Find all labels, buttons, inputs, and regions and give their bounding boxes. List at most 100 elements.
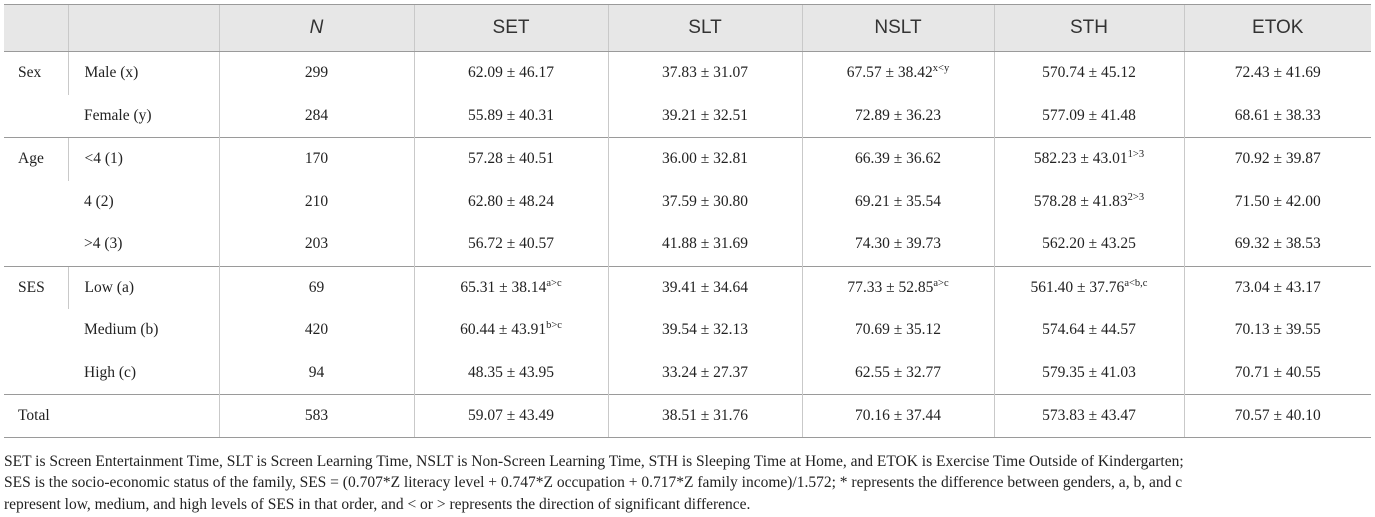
value-cell-text: 574.64 ± 44.57 <box>1042 321 1136 339</box>
n-cell-text: 203 <box>304 235 329 253</box>
value-cell: 70.71 ± 40.55 <box>1183 351 1371 395</box>
subgroup-label-text: Medium (b) <box>84 321 159 339</box>
table-body: Sex Male (x) 299 62.09 ± 46.17 37.83 ± 31.07… <box>4 51 1371 438</box>
value-cell: 65.31 ± 38.14a>c <box>413 265 608 309</box>
value-cell-text: 77.33 ± 52.85 <box>847 278 934 296</box>
value-cell: 77.33 ± 52.85a>c <box>801 265 994 309</box>
value-cell: 39.54 ± 32.13 <box>607 309 802 352</box>
subgroup-label-text: Female (y) <box>84 106 152 124</box>
value-cell: 73.04 ± 43.17 <box>1183 265 1371 309</box>
value-cell: 70.57 ± 40.10 <box>1183 394 1371 438</box>
n-cell-text: 69 <box>308 278 325 296</box>
value-cell-text: 577.09 ± 41.48 <box>1042 106 1136 124</box>
n-cell-text: 420 <box>304 321 329 339</box>
value-cell-text: 37.59 ± 30.80 <box>661 192 748 210</box>
significance-marker: b>c <box>546 320 562 332</box>
value-cell: 70.92 ± 39.87 <box>1183 137 1371 181</box>
value-cell: 577.09 ± 41.48 <box>993 94 1184 138</box>
n-cell-text: 299 <box>304 64 329 82</box>
subgroup-label-text: High (c) <box>84 363 137 381</box>
n-cell-text: 170 <box>304 150 329 168</box>
value-cell: 37.59 ± 30.80 <box>607 180 802 223</box>
value-cell-text: 70.16 ± 37.44 <box>854 407 941 424</box>
value-cell: 71.50 ± 42.00 <box>1183 180 1371 223</box>
n-cell-text: 210 <box>304 192 329 210</box>
value-cell-text: 73.04 ± 43.17 <box>1234 278 1321 296</box>
table-row: Age <4 (1) 170 57.28 ± 40.51 36.00 ± 32.81 66… <box>4 137 1371 266</box>
value-cell: 60.44 ± 43.91b>c <box>413 309 608 352</box>
significance-marker: x<y <box>932 63 950 75</box>
n-cell-text: 94 <box>308 363 325 381</box>
value-cell-text: 57.28 ± 40.51 <box>467 150 554 168</box>
value-cell: 72.43 ± 41.69 <box>1183 51 1371 95</box>
value-cell-text: 41.88 ± 31.69 <box>661 235 748 253</box>
group-label: SES <box>4 265 68 395</box>
value-cell-text: 579.35 ± 41.03 <box>1042 363 1136 381</box>
value-cell: 41.88 ± 31.69 <box>607 223 802 266</box>
value-cell-text: 74.30 ± 39.73 <box>854 235 941 253</box>
value-cell-text: 48.35 ± 43.95 <box>467 363 554 381</box>
value-cell: 57.28 ± 40.51 <box>413 137 608 181</box>
value-cell: 582.23 ± 43.011>3 <box>993 137 1184 181</box>
table-row: Female (y) 284 55.89 ± 40.31 39.21 ± 32.51 7… <box>4 94 1371 138</box>
n-cell: 170 <box>218 137 414 181</box>
value-cell-text: 59.07 ± 43.49 <box>467 407 554 424</box>
value-cell-text: 582.23 ± 43.01 <box>1033 150 1128 168</box>
value-cell: 70.13 ± 39.55 <box>1183 309 1371 352</box>
group-label-text: Sex <box>18 64 42 81</box>
header-row: N SET SLT NSLT STH ETOK <box>4 4 1371 52</box>
value-cell-text: 69.32 ± 38.53 <box>1234 235 1321 253</box>
subgroup-label: 4 (2) <box>68 181 219 224</box>
value-cell: 578.28 ± 41.832>3 <box>993 180 1184 223</box>
n-cell: 203 <box>218 223 414 266</box>
n-cell: 94 <box>218 351 414 395</box>
n-cell: 284 <box>218 94 414 138</box>
table-row: Medium (b) 420 60.44 ± 43.91b>c 39.54 ± 32.… <box>4 309 1371 352</box>
subgroup-label: Female (y) <box>68 95 219 138</box>
value-cell: 574.64 ± 44.57 <box>993 309 1184 352</box>
value-cell-text: 62.09 ± 46.17 <box>467 64 554 82</box>
n-cell: 583 <box>218 394 414 438</box>
value-cell-text: 573.83 ± 43.47 <box>1042 407 1136 424</box>
value-cell: 39.21 ± 32.51 <box>607 94 802 138</box>
value-cell-text: 70.71 ± 40.55 <box>1234 363 1321 381</box>
value-cell-text: 36.00 ± 32.81 <box>661 150 748 168</box>
value-cell: 573.83 ± 43.47 <box>993 394 1184 438</box>
value-cell-text: 70.69 ± 35.12 <box>854 321 941 339</box>
value-cell-text: 578.28 ± 41.83 <box>1033 192 1128 210</box>
table-row: >4 (3) 203 56.72 ± 40.57 41.88 ± 31.69 74.30… <box>4 223 1371 266</box>
value-cell: 62.55 ± 32.77 <box>801 351 994 395</box>
header-cell-sth: STH <box>993 4 1184 52</box>
n-cell: 69 <box>218 265 414 309</box>
value-cell: 74.30 ± 39.73 <box>801 223 994 266</box>
header-cell-etok: ETOK <box>1183 4 1371 52</box>
significance-marker: 1>3 <box>1127 149 1145 161</box>
value-cell-text: 65.31 ± 38.14 <box>460 278 547 296</box>
value-cell: 59.07 ± 43.49 <box>413 394 608 438</box>
value-cell-text: 62.55 ± 32.77 <box>854 363 941 381</box>
value-cell-text: 56.72 ± 40.57 <box>467 235 554 253</box>
table-row: 4 (2) 210 62.80 ± 48.24 37.59 ± 30.80 69.21 … <box>4 180 1371 224</box>
n-cell: 420 <box>218 309 414 352</box>
value-cell-text: 66.39 ± 36.62 <box>854 150 941 168</box>
data-table: N SET SLT NSLT STH ETOK Sex Male (x) 299 62… <box>4 4 1371 438</box>
value-cell-text: 37.83 ± 31.07 <box>661 64 748 82</box>
value-cell: 33.24 ± 27.37 <box>607 351 802 395</box>
value-cell: 37.83 ± 31.07 <box>607 51 802 95</box>
value-cell-text: 38.51 ± 31.76 <box>661 407 748 424</box>
n-cell-text: 583 <box>304 407 329 424</box>
significance-marker: a>c <box>546 277 562 289</box>
value-cell-text: 67.57 ± 38.42 <box>846 64 933 82</box>
value-cell: 48.35 ± 43.95 <box>413 351 608 395</box>
value-cell-text: 71.50 ± 42.00 <box>1234 192 1321 210</box>
footnote-line: SES is the socio-economic status of the … <box>4 474 1183 492</box>
significance-marker: 2>3 <box>1127 191 1145 203</box>
significance-marker: a<b,c <box>1124 277 1148 289</box>
value-cell: 39.41 ± 34.64 <box>607 265 802 309</box>
value-cell: 562.20 ± 43.25 <box>993 223 1184 266</box>
table-row: Sex Male (x) 299 62.09 ± 46.17 37.83 ± 31.07… <box>4 51 1371 138</box>
group-label: Sex <box>4 51 68 138</box>
value-cell-text: 561.40 ± 37.76 <box>1030 278 1125 296</box>
value-cell: 67.57 ± 38.42x<y <box>801 51 994 95</box>
